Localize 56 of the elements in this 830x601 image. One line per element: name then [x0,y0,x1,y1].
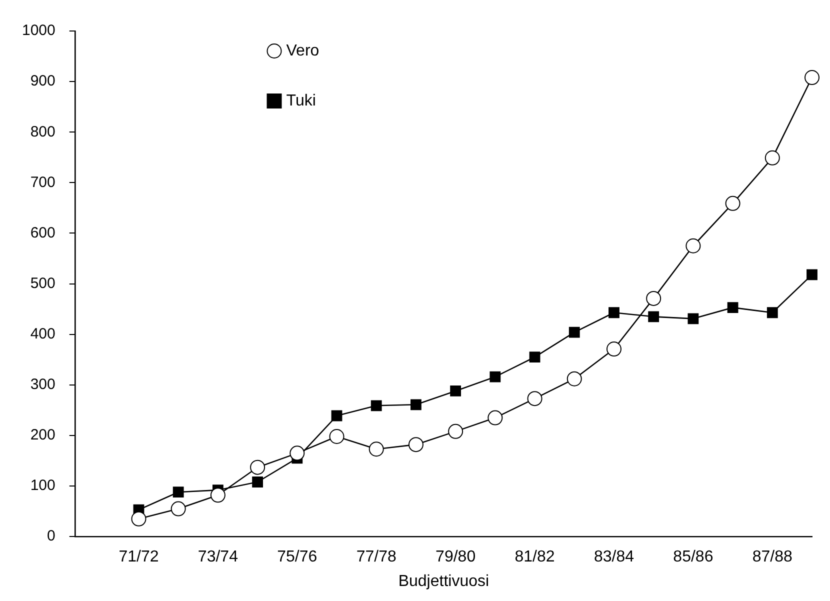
point [646,290,662,306]
point [804,70,820,86]
x-tick-label: 75/76 [277,548,318,566]
point [172,486,184,498]
point [606,342,622,357]
x-tick-label: 79/80 [436,548,476,566]
y-tick-label: 0 [47,528,56,545]
legend-label: Vero [286,42,320,60]
point [331,410,342,422]
point [686,238,701,254]
y-tick-label: 300 [30,376,56,394]
y-tick-label: 200 [30,426,56,444]
point [410,399,422,410]
x-tick-label: 77/78 [356,548,396,566]
point [252,476,263,488]
point [764,150,780,166]
point [250,460,266,475]
point [210,488,226,503]
point [368,442,384,457]
y-tick-label: 500 [30,274,56,292]
point [490,371,501,382]
point [290,446,305,461]
point [568,326,580,338]
point [727,302,738,314]
x-tick-label: 85/86 [673,548,714,566]
x-axis-title: Budjettivuosi [398,572,490,590]
y-tick-label: 600 [30,224,56,242]
y-tick-label: 900 [30,72,56,90]
y-tick-label: 100 [30,477,56,494]
point [608,307,620,318]
point [450,386,462,396]
x-tick-label: 83/84 [594,548,634,566]
y-tick-label: 700 [30,174,56,191]
point [370,400,382,412]
x-tick-label: 73/74 [198,548,238,566]
x-tick-label: 71/72 [118,548,159,566]
point [648,311,660,322]
point [725,196,740,211]
point [688,313,699,324]
point [766,307,778,318]
point [408,437,424,452]
point [131,511,146,526]
y-tick-label: 1000 [22,22,56,40]
x-tick-label: 81/82 [514,548,555,566]
point [529,352,540,363]
point [566,371,582,386]
legend-label: Tuki [286,92,316,110]
point [488,410,503,426]
x-tick-label: 87/88 [752,548,793,566]
y-tick-label: 800 [30,123,56,140]
point [329,428,344,444]
point [806,269,818,280]
point [170,501,186,516]
point [448,424,464,439]
point [527,391,542,406]
y-tick-label: 400 [30,326,56,342]
